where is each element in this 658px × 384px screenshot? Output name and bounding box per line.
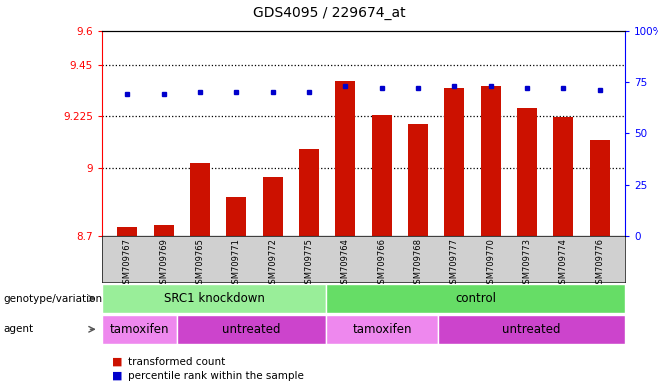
Text: SRC1 knockdown: SRC1 knockdown — [164, 292, 265, 305]
Text: percentile rank within the sample: percentile rank within the sample — [128, 371, 304, 381]
Bar — [553, 118, 573, 236]
Text: GSM709771: GSM709771 — [232, 238, 241, 289]
Text: GSM709775: GSM709775 — [305, 238, 314, 289]
Bar — [102, 284, 326, 313]
Text: GSM709768: GSM709768 — [413, 238, 422, 290]
Text: GSM709777: GSM709777 — [450, 238, 459, 290]
Text: transformed count: transformed count — [128, 357, 226, 367]
Bar — [438, 315, 625, 344]
Bar — [177, 315, 326, 344]
Text: GSM709766: GSM709766 — [377, 238, 386, 290]
Bar — [444, 88, 465, 236]
Text: GSM709765: GSM709765 — [195, 238, 205, 289]
Bar — [336, 81, 355, 236]
Text: GSM709767: GSM709767 — [123, 238, 132, 290]
Text: GSM709772: GSM709772 — [268, 238, 277, 289]
Text: control: control — [455, 292, 496, 305]
Text: tamoxifen: tamoxifen — [353, 323, 412, 336]
Bar — [102, 315, 177, 344]
Bar — [408, 124, 428, 236]
Text: GSM709774: GSM709774 — [559, 238, 568, 289]
Text: GSM709776: GSM709776 — [595, 238, 604, 290]
Bar — [263, 177, 283, 236]
Bar — [326, 315, 438, 344]
Text: agent: agent — [3, 324, 34, 334]
Bar — [517, 108, 537, 236]
Bar — [117, 227, 138, 236]
Bar — [226, 197, 246, 236]
Bar — [154, 225, 174, 236]
Text: GSM709764: GSM709764 — [341, 238, 350, 289]
Text: tamoxifen: tamoxifen — [110, 323, 169, 336]
Text: untreated: untreated — [222, 323, 281, 336]
Bar — [190, 163, 210, 236]
Text: ■: ■ — [112, 371, 122, 381]
Text: ■: ■ — [112, 357, 122, 367]
Text: GDS4095 / 229674_at: GDS4095 / 229674_at — [253, 6, 405, 20]
Text: genotype/variation: genotype/variation — [3, 293, 103, 304]
Bar — [590, 140, 610, 236]
Text: GSM709770: GSM709770 — [486, 238, 495, 289]
Bar — [299, 149, 319, 236]
Bar — [372, 115, 392, 236]
Text: GSM709769: GSM709769 — [159, 238, 168, 289]
Bar — [481, 86, 501, 236]
Bar — [326, 284, 625, 313]
Text: untreated: untreated — [503, 323, 561, 336]
Text: GSM709773: GSM709773 — [522, 238, 532, 290]
